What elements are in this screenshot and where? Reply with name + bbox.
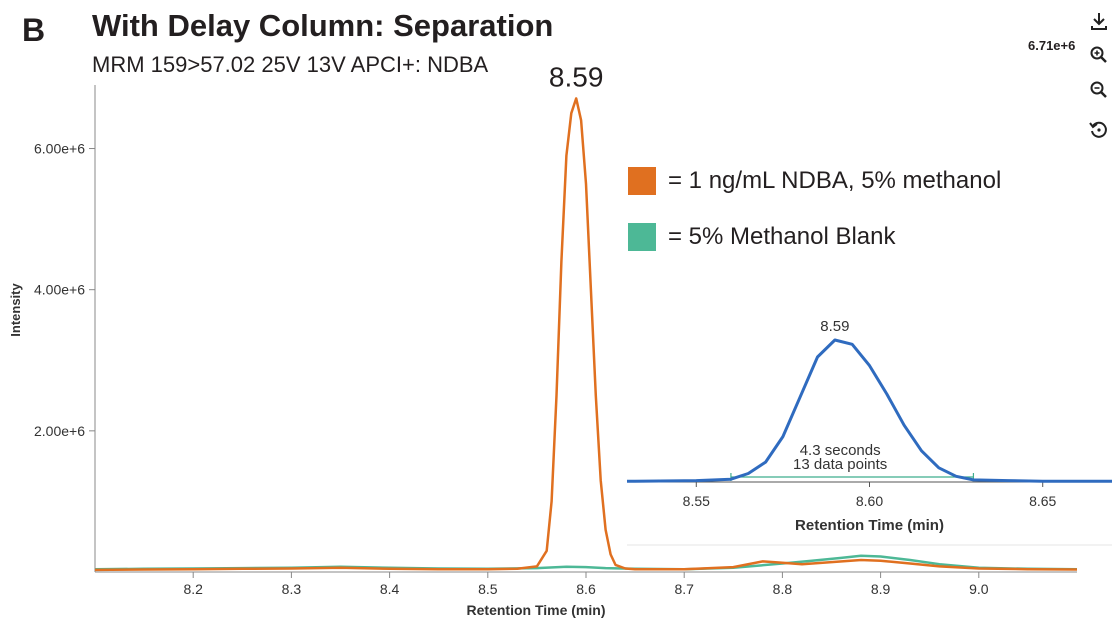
x-tick-label: 9.0 [969, 581, 989, 597]
chart-title: With Delay Column: Separation [92, 8, 554, 43]
peak-width-seconds: 4.3 seconds [800, 442, 881, 459]
inset-x-tick-label: 8.55 [683, 493, 710, 509]
inset-series-line [626, 338, 1112, 483]
x-tick-label: 8.9 [871, 581, 891, 597]
peak-label: 8.59 [549, 61, 604, 92]
inset-x-tick-label: 8.60 [856, 493, 883, 509]
panel-letter: B [22, 12, 46, 48]
max-intensity-label: 6.71e+6 [1028, 38, 1076, 53]
x-tick-label: 8.5 [478, 581, 498, 597]
zoom-out-icon[interactable] [1088, 79, 1110, 101]
inset-peak-label: 8.59 [820, 318, 849, 335]
x-tick-label: 8.3 [282, 581, 302, 597]
chart-subtitle: MRM 159>57.02 25V 13V APCI+: NDBA [92, 52, 489, 77]
legend-swatch-blank [628, 223, 656, 251]
legend-label-blank: = 5% Methanol Blank [668, 223, 896, 250]
y-tick-label: 2.00e+6 [34, 423, 85, 439]
legend-swatch-sample [628, 167, 656, 195]
reset-zoom-icon[interactable] [1088, 119, 1110, 141]
x-tick-label: 8.4 [380, 581, 400, 597]
inset-x-axis-label: Retention Time (min) [795, 517, 944, 534]
zoom-in-icon[interactable] [1088, 44, 1110, 66]
x-tick-label: 8.6 [576, 581, 596, 597]
x-axis-label: Retention Time (min) [467, 602, 606, 618]
inset-background [627, 320, 1112, 545]
legend-item-sample: = 1 ng/mL NDBA, 5% methanol [628, 167, 1001, 195]
download-icon[interactable] [1088, 10, 1110, 32]
series-line-sample [94, 97, 1078, 572]
x-tick-label: 8.8 [773, 581, 793, 597]
series-line-blank [94, 554, 1078, 571]
y-tick-label: 4.00e+6 [34, 282, 85, 298]
y-axis-label: Intensity [8, 283, 23, 337]
peak-width-points: 13 data points [793, 456, 887, 473]
x-tick-label: 8.2 [183, 581, 203, 597]
x-tick-label: 8.7 [674, 581, 694, 597]
inset-x-tick-label: 8.65 [1029, 493, 1056, 509]
legend-label-sample: = 1 ng/mL NDBA, 5% methanol [668, 167, 1002, 194]
y-tick-label: 6.00e+6 [34, 141, 85, 157]
legend-item-blank: = 5% Methanol Blank [628, 223, 895, 251]
